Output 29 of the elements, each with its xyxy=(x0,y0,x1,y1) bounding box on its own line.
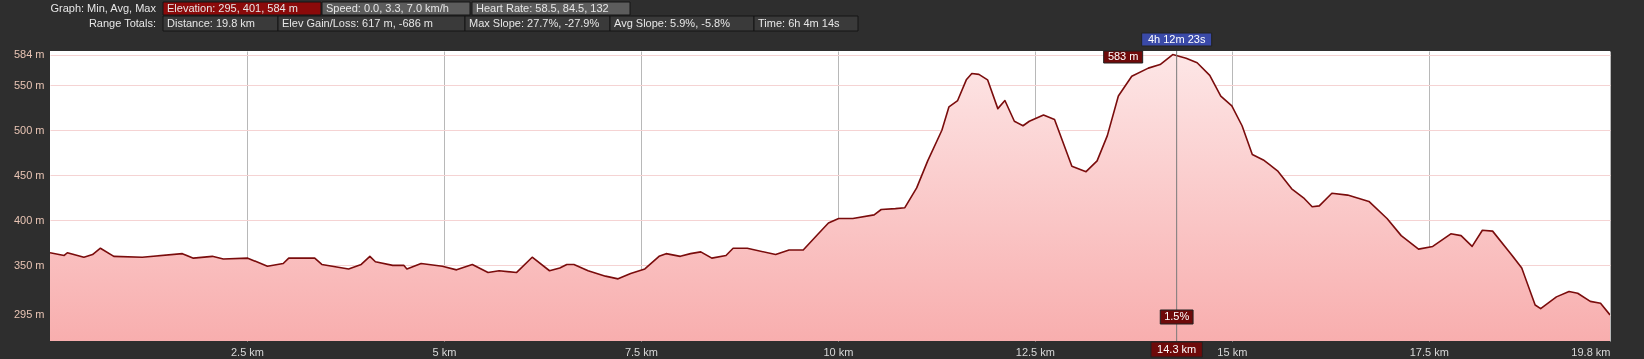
text: Speed: 0.0, 3.3, 7.0 km/h xyxy=(326,1,449,14)
text: Graph: Min, Avg, Max xyxy=(50,1,157,14)
y-tick-label: 350 m xyxy=(13,258,45,271)
x-tick-label: 10 km xyxy=(823,345,854,358)
x-tick-label: 15 km xyxy=(1217,345,1248,358)
text: Range Totals: xyxy=(88,16,156,29)
y-tick-label: 500 m xyxy=(13,123,45,136)
text: Time: 6h 4m 14s xyxy=(758,16,841,29)
x-tick-label: 5 km xyxy=(432,345,457,358)
y-tick-label: 400 m xyxy=(13,213,45,226)
annotation: 583 m xyxy=(1107,50,1139,62)
text: Max Slope: 27.7%, -27.9% xyxy=(469,16,600,29)
x-tick-label: 12.5 km xyxy=(1015,345,1055,358)
y-tick-label: 584 m xyxy=(13,48,45,61)
x-tick-label: 7.5 km xyxy=(624,345,658,358)
text: Avg Slope: 5.9%, -5.8% xyxy=(614,16,731,29)
text: Elev Gain/Loss: 617 m, -686 m xyxy=(282,16,434,29)
text: Distance: 19.8 km xyxy=(167,16,256,29)
x-tick-label: 17.5 km xyxy=(1409,345,1449,358)
ref-line-label: 14.3 km xyxy=(1157,343,1197,355)
y-tick-label: 295 m xyxy=(13,308,45,321)
text: 4h 12m 23s xyxy=(1147,32,1206,45)
x-tick-label: 2.5 km xyxy=(230,345,264,358)
text: Elevation: 295, 401, 584 m xyxy=(167,1,298,14)
y-tick-label: 450 m xyxy=(13,168,45,181)
x-tick-label: 19.8 km xyxy=(1571,345,1611,358)
text: Heart Rate: 58.5, 84.5, 132 xyxy=(476,1,609,14)
y-tick-label: 550 m xyxy=(13,78,45,91)
annotation: 1.5% xyxy=(1164,310,1190,322)
